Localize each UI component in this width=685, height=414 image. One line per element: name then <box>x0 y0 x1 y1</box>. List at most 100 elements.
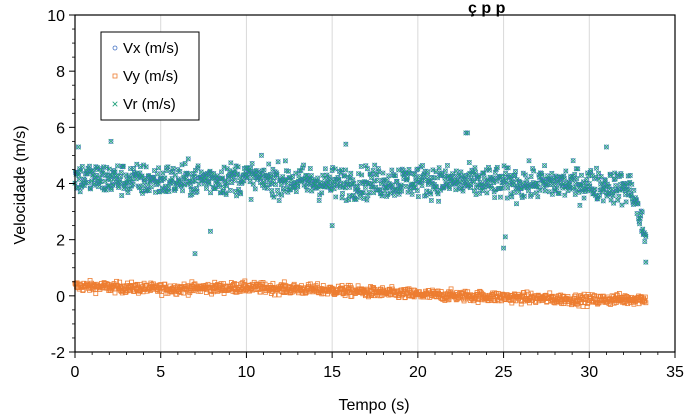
data-point-vx <box>374 178 380 183</box>
data-point-vx <box>304 172 310 178</box>
data-point-vy <box>518 301 524 307</box>
data-point-vr <box>343 167 349 173</box>
data-point-vx <box>445 163 450 168</box>
data-point-vx <box>436 198 442 204</box>
data-point-vr <box>404 175 411 181</box>
data-point-vx <box>77 189 83 195</box>
data-point-vr <box>86 163 93 169</box>
y-tick-label: 4 <box>56 177 65 194</box>
data-point-vx <box>250 181 256 187</box>
data-point-vx <box>217 182 222 188</box>
data-point-vr <box>103 187 109 193</box>
y-axis-title: Velocidade (m/s) <box>12 125 29 244</box>
data-point-vx <box>219 169 224 175</box>
legend: Vx (m/s) Vy (m/s) Vr (m/s) <box>100 31 200 121</box>
data-point-vx <box>117 181 123 187</box>
data-point-vx <box>366 190 372 195</box>
data-point-vr <box>191 173 198 179</box>
data-point-vr <box>216 182 222 188</box>
data-point-vx <box>332 166 338 172</box>
data-point-vr <box>419 162 426 169</box>
data-point-vr <box>156 165 162 171</box>
data-point-vr <box>324 172 330 178</box>
data-point-vx <box>119 193 125 198</box>
data-point-vr <box>333 194 339 200</box>
data-point-vy <box>446 297 452 303</box>
data-point-vx <box>392 192 397 198</box>
data-point-vx <box>114 173 119 179</box>
x-tick-label: 5 <box>156 364 165 381</box>
data-point-vr <box>412 171 418 177</box>
data-point-vr <box>436 165 442 171</box>
data-point-vx <box>166 188 172 194</box>
data-point-vr <box>308 173 314 179</box>
data-point-vr <box>194 188 200 195</box>
data-point-vx <box>172 172 178 178</box>
data-point-vr <box>272 182 279 188</box>
data-point-vy <box>147 288 153 294</box>
data-point-vr <box>450 173 456 180</box>
data-point-vr <box>192 178 198 184</box>
data-point-vy <box>315 281 320 287</box>
data-point-vy <box>462 288 468 294</box>
data-point-vx <box>162 175 168 181</box>
data-point-vr <box>195 163 201 169</box>
data-point-vr <box>282 158 288 164</box>
data-point-vr <box>179 162 185 168</box>
data-point-vx <box>247 179 253 185</box>
data-point-vx <box>380 170 386 176</box>
data-point-vr <box>122 183 128 189</box>
data-point-vr <box>118 174 124 180</box>
data-point-vx <box>399 188 405 194</box>
data-point-vr <box>106 166 112 172</box>
chart-title-fragment: ç p p <box>468 0 506 17</box>
x-tick-label: 10 <box>238 364 256 381</box>
data-point-vx <box>134 161 140 167</box>
data-point-vr <box>130 181 136 187</box>
data-point-vr <box>324 179 331 185</box>
data-point-vx <box>389 167 395 173</box>
data-point-vr <box>299 165 306 171</box>
data-point-vx <box>152 168 157 173</box>
data-point-vx <box>371 190 377 196</box>
data-point-vy <box>226 286 232 292</box>
data-point-vr <box>320 172 326 178</box>
data-point-vx <box>94 173 100 178</box>
data-point-vx <box>211 171 217 176</box>
data-point-vr <box>307 175 313 181</box>
data-point-vx <box>309 188 315 194</box>
data-point-vr <box>460 188 466 194</box>
data-point-vx <box>304 187 310 193</box>
data-point-vx <box>381 177 387 183</box>
data-point-vx <box>282 158 288 164</box>
x-tick-label: 15 <box>323 364 341 381</box>
data-point-vr <box>162 175 168 181</box>
data-point-vx <box>79 164 85 169</box>
data-point-vx <box>208 190 213 196</box>
data-point-vr <box>359 172 365 178</box>
data-point-vr <box>244 174 251 180</box>
data-point-vr <box>160 170 166 176</box>
y-tick-label: 6 <box>56 120 65 137</box>
x-tick-label: 25 <box>495 364 513 381</box>
data-point-vx <box>442 168 448 174</box>
data-point-vr <box>98 179 104 185</box>
data-point-vx <box>389 182 395 188</box>
data-point-vr <box>360 190 366 196</box>
data-point-vr <box>143 164 149 170</box>
data-point-vr <box>374 177 380 184</box>
data-point-vx <box>436 165 442 171</box>
data-point-vx <box>322 166 328 172</box>
data-point-vy <box>117 279 123 285</box>
data-point-vx <box>435 191 441 197</box>
data-point-vr <box>322 166 328 172</box>
data-point-vy <box>329 285 335 291</box>
data-point-vr <box>249 161 255 167</box>
data-point-vr <box>170 165 176 171</box>
data-point-vr <box>444 162 451 169</box>
data-point-vy <box>364 286 370 292</box>
data-point-vx <box>409 191 415 197</box>
data-point-vx <box>351 180 357 186</box>
data-point-vr <box>252 186 258 192</box>
